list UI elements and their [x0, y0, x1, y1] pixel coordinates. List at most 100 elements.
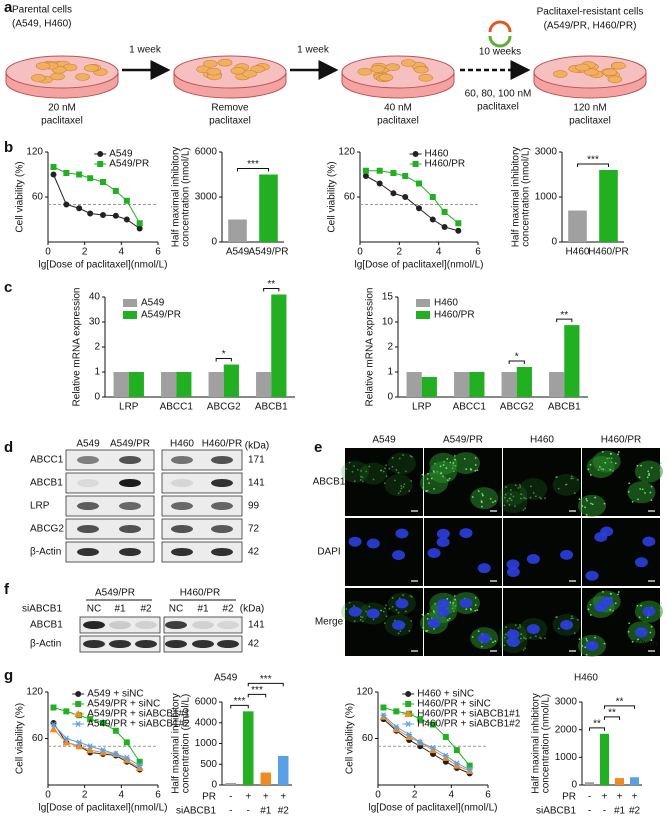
- y-tick-label: 6000: [195, 697, 218, 708]
- legend-marker: [405, 701, 412, 707]
- image-column-label: H460/PR: [601, 435, 642, 446]
- speckle: [586, 499, 588, 502]
- y-tick-label: 10: [382, 317, 394, 328]
- speckle: [503, 636, 506, 639]
- bar: [421, 377, 437, 397]
- speckle: [659, 609, 662, 612]
- significance-label: **: [267, 279, 275, 290]
- speckle: [614, 462, 617, 465]
- legend-marker: [97, 161, 104, 167]
- y-axis-label: Relative mRNA expression: [72, 288, 83, 407]
- point: [393, 723, 400, 730]
- blot-band: [211, 548, 233, 556]
- speckle: [383, 482, 386, 485]
- speckle: [494, 640, 497, 643]
- speckle: [368, 465, 371, 468]
- y-tick-label: 3000: [535, 147, 558, 158]
- blot-row-label: ABCB1: [30, 620, 63, 631]
- speckle: [646, 476, 649, 479]
- speckle: [585, 653, 588, 656]
- nucleus: [585, 570, 599, 581]
- image-column-label: A549: [372, 435, 396, 446]
- point: [455, 220, 462, 227]
- point: [100, 720, 106, 726]
- bar: [599, 170, 618, 242]
- speckle: [421, 473, 424, 476]
- speckle: [660, 602, 662, 605]
- image-column-label: A549/PR: [443, 435, 483, 446]
- nucleus: [395, 598, 409, 609]
- speckle: [399, 630, 402, 633]
- blot-row-label: ABCB1: [30, 478, 63, 489]
- blot-band: [119, 479, 141, 487]
- speckle: [426, 629, 429, 632]
- condition: 120 nM: [573, 103, 606, 114]
- point: [441, 209, 448, 215]
- significance-label: **: [560, 310, 568, 321]
- speckle: [421, 613, 424, 616]
- bar: [564, 325, 580, 397]
- speckle: [391, 605, 394, 608]
- speckle: [448, 617, 451, 620]
- title-left: (A549, H460): [12, 19, 71, 30]
- speckle: [382, 470, 385, 473]
- speckle: [353, 480, 356, 483]
- blot-band: [119, 548, 141, 556]
- x-tick-label: 6: [485, 790, 491, 801]
- x-tick-label: 4: [436, 247, 442, 258]
- y-tick-label: 120: [338, 147, 355, 158]
- speckle: [471, 496, 474, 498]
- legend-swatch: [416, 311, 430, 319]
- cell: [418, 74, 434, 82]
- legend-label: A549/PR + siNC: [87, 699, 160, 710]
- nucleus: [436, 537, 450, 548]
- nucleus: [436, 528, 450, 539]
- blot-frame: [65, 449, 155, 471]
- speckle: [446, 458, 449, 460]
- speckle: [617, 593, 619, 596]
- speckle: [576, 618, 579, 621]
- point: [62, 738, 71, 746]
- y-tick-label: 60: [32, 192, 44, 203]
- condition: Remove: [211, 103, 249, 114]
- speckle: [638, 616, 641, 619]
- title-right: (A549/PR, H460/PR): [544, 21, 637, 32]
- point: [136, 762, 143, 769]
- blot-band: [77, 456, 99, 464]
- y-tick-label: 1000: [535, 192, 558, 203]
- speckle: [518, 623, 521, 626]
- y-axis-label: Relative mRNA expression: [365, 288, 376, 407]
- point: [87, 716, 94, 723]
- cell: [584, 68, 599, 76]
- x-tick-label: 2: [82, 790, 88, 801]
- speckle: [448, 477, 451, 480]
- speckle: [474, 596, 477, 599]
- speckle: [530, 485, 532, 488]
- condition: paclitaxel: [209, 116, 251, 127]
- legend-label: A549: [141, 298, 165, 309]
- speckle: [639, 488, 642, 490]
- speckle: [514, 624, 517, 627]
- speckle: [361, 476, 364, 479]
- speckle: [601, 590, 604, 593]
- speckle: [481, 494, 484, 497]
- blot-row-label: ABCC1: [30, 455, 64, 466]
- speckle: [383, 622, 386, 625]
- condition: paclitaxel: [477, 102, 519, 113]
- blot-band: [171, 479, 193, 487]
- y-axis-label: Cell viability (%): [327, 161, 338, 232]
- micrograph: [345, 448, 423, 516]
- point: [76, 205, 83, 212]
- significance-bracket: [230, 704, 249, 709]
- significance-bracket: [589, 727, 605, 731]
- legend-label: H460/PR + siNC: [417, 699, 491, 710]
- speckle: [641, 488, 644, 491]
- nucleus: [436, 598, 450, 609]
- point: [49, 725, 58, 733]
- speckle: [506, 499, 509, 502]
- panel-label: b: [4, 139, 13, 156]
- y-tick-label: 1000: [195, 738, 218, 749]
- speckle: [585, 498, 588, 500]
- speckle: [427, 612, 429, 615]
- speckle: [503, 644, 506, 647]
